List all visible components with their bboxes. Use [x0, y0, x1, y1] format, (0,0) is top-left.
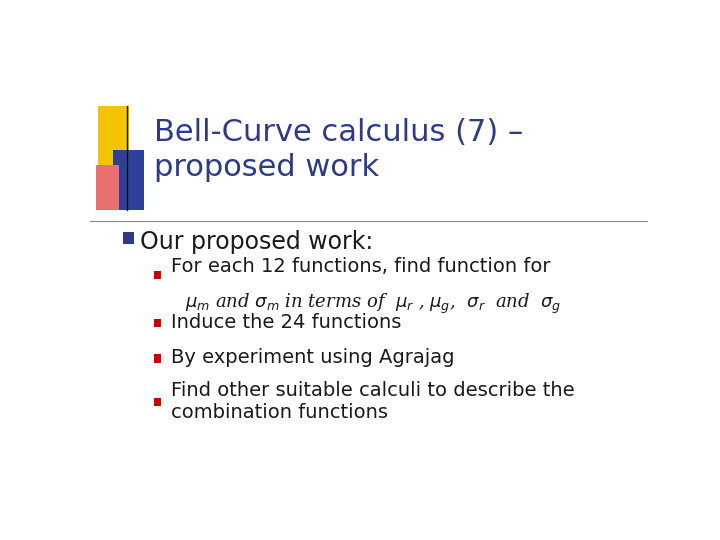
Text: Our proposed work:: Our proposed work:: [140, 230, 374, 253]
Text: $\mu_m$ and $\sigma_m$ in terms of  $\mu_r$ , $\mu_g$,  $\sigma_r$  and  $\sigma: $\mu_m$ and $\sigma_m$ in terms of $\mu_…: [185, 292, 561, 316]
FancyBboxPatch shape: [154, 271, 161, 279]
FancyBboxPatch shape: [114, 150, 144, 210]
FancyBboxPatch shape: [98, 106, 128, 171]
FancyBboxPatch shape: [124, 232, 133, 244]
FancyBboxPatch shape: [154, 319, 161, 327]
Text: Find other suitable calculi to describe the
combination functions: Find other suitable calculi to describe …: [171, 381, 575, 422]
FancyBboxPatch shape: [154, 398, 161, 406]
Text: Bell-Curve calculus (7) –
proposed work: Bell-Curve calculus (7) – proposed work: [154, 118, 523, 182]
FancyBboxPatch shape: [154, 354, 161, 362]
Text: For each 12 functions, find function for: For each 12 functions, find function for: [171, 257, 550, 276]
FancyBboxPatch shape: [96, 165, 119, 210]
Text: Induce the 24 functions: Induce the 24 functions: [171, 313, 401, 332]
Text: By experiment using Agrajag: By experiment using Agrajag: [171, 348, 454, 367]
